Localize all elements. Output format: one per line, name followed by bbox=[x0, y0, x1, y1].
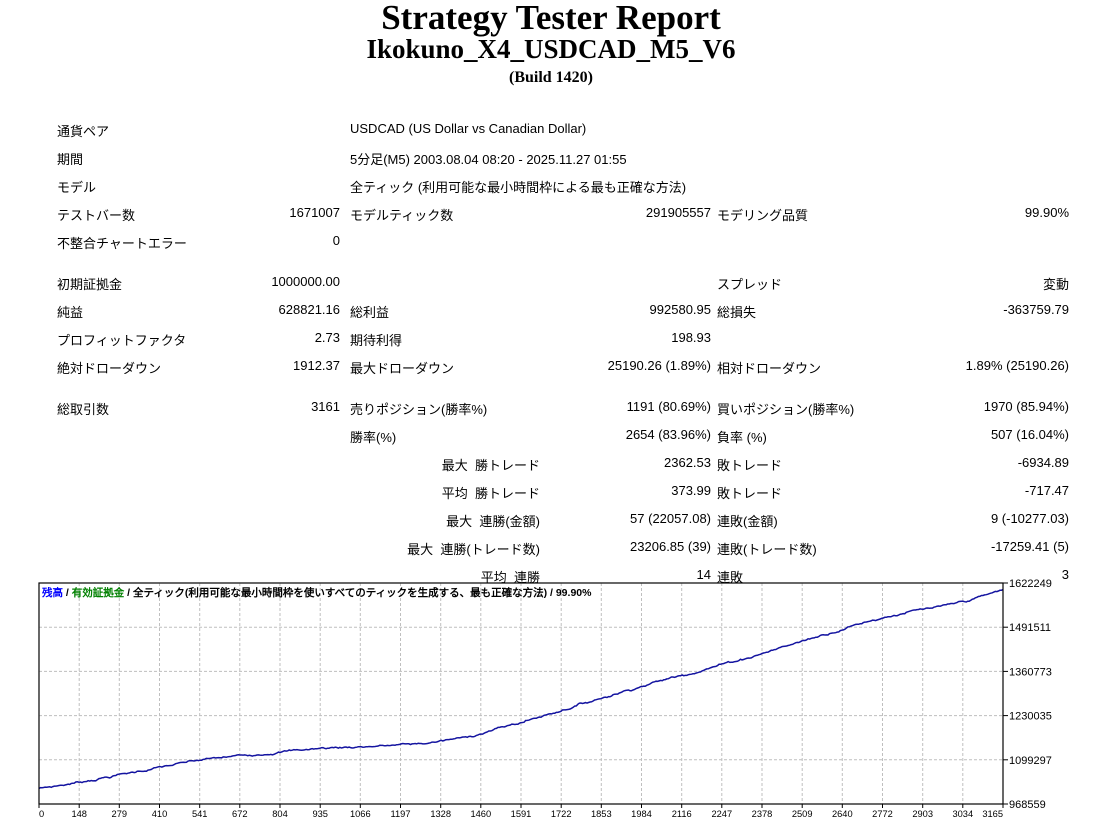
svg-text:1984: 1984 bbox=[631, 809, 652, 819]
svg-text:1722: 1722 bbox=[551, 809, 572, 819]
svg-text:2772: 2772 bbox=[872, 809, 893, 819]
svg-text:2903: 2903 bbox=[912, 809, 933, 819]
svg-text:2640: 2640 bbox=[832, 809, 853, 819]
svg-text:1853: 1853 bbox=[591, 809, 612, 819]
svg-text:2247: 2247 bbox=[711, 809, 732, 819]
svg-text:1360773: 1360773 bbox=[1009, 666, 1052, 678]
svg-text:1622249: 1622249 bbox=[1009, 578, 1052, 590]
svg-text:804: 804 bbox=[272, 809, 288, 819]
svg-text:1099297: 1099297 bbox=[1009, 755, 1052, 767]
svg-text:2378: 2378 bbox=[752, 809, 773, 819]
svg-text:1491511: 1491511 bbox=[1009, 622, 1051, 634]
svg-text:1460: 1460 bbox=[470, 809, 491, 819]
svg-text:410: 410 bbox=[152, 809, 168, 819]
svg-text:672: 672 bbox=[232, 809, 248, 819]
svg-text:968559: 968559 bbox=[1009, 799, 1046, 811]
svg-text:1230035: 1230035 bbox=[1009, 711, 1052, 723]
svg-text:3165: 3165 bbox=[982, 809, 1003, 819]
svg-text:2509: 2509 bbox=[792, 809, 813, 819]
svg-text:148: 148 bbox=[71, 809, 87, 819]
svg-text:1197: 1197 bbox=[391, 809, 411, 819]
svg-text:541: 541 bbox=[192, 809, 208, 819]
svg-text:935: 935 bbox=[312, 809, 328, 819]
svg-text:3034: 3034 bbox=[952, 809, 973, 819]
svg-text:1066: 1066 bbox=[350, 809, 371, 819]
svg-text:残高 / 有効証拠金 / 全ティック(利用可能な最小時間枠を: 残高 / 有効証拠金 / 全ティック(利用可能な最小時間枠を使いすべてのティック… bbox=[42, 586, 592, 599]
svg-text:2116: 2116 bbox=[672, 809, 692, 819]
svg-text:0: 0 bbox=[39, 809, 44, 819]
svg-text:1328: 1328 bbox=[430, 809, 451, 819]
svg-text:1591: 1591 bbox=[511, 809, 532, 819]
svg-text:279: 279 bbox=[112, 809, 128, 819]
